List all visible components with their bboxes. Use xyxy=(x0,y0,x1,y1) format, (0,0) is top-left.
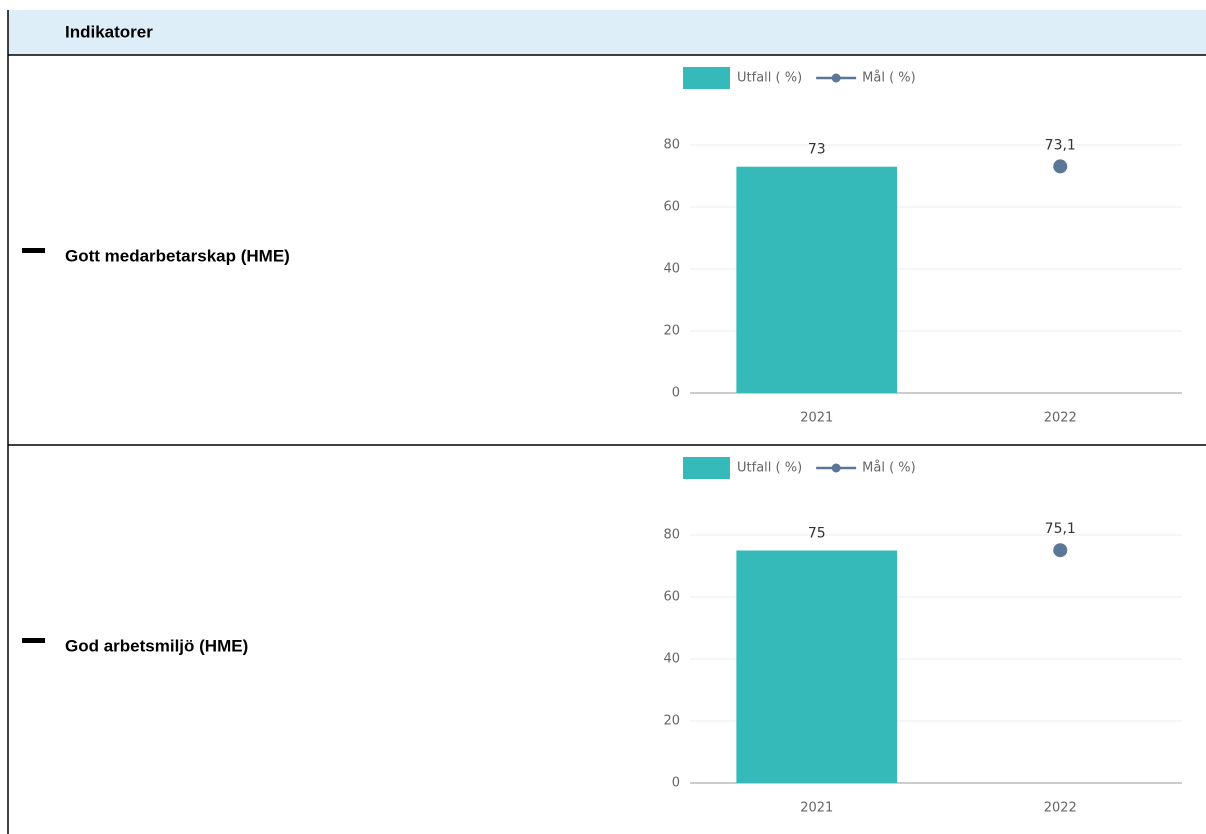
y-tick-label: 20 xyxy=(663,324,680,339)
y-tick-label: 60 xyxy=(663,200,680,215)
data-label: 73,1 xyxy=(1045,137,1076,153)
x-tick-label: 2022 xyxy=(1044,411,1077,426)
legend-label: Utfall ( %) xyxy=(737,461,802,476)
legend-label: Mål ( %) xyxy=(862,71,916,86)
bar xyxy=(736,550,898,783)
legend-swatch xyxy=(831,73,841,83)
header-title: Indikatorer xyxy=(65,22,153,41)
legend-swatch xyxy=(683,67,730,89)
legend-swatch xyxy=(683,457,730,479)
line-point xyxy=(1053,543,1068,558)
row-label: God arbetsmiljö (HME) xyxy=(65,636,248,655)
y-tick-label: 80 xyxy=(663,528,680,543)
y-tick-label: 60 xyxy=(663,590,680,605)
data-label: 75,1 xyxy=(1045,521,1076,537)
bar xyxy=(736,166,898,393)
header-band xyxy=(8,10,1206,55)
row-icon xyxy=(22,638,45,643)
y-tick-label: 40 xyxy=(663,262,680,277)
row-label: Gott medarbetarskap (HME) xyxy=(65,246,290,265)
line-point xyxy=(1053,159,1068,174)
row-icon xyxy=(22,248,45,253)
x-tick-label: 2021 xyxy=(800,801,833,816)
data-label: 75 xyxy=(808,526,826,542)
data-label: 73 xyxy=(808,142,826,158)
y-tick-label: 0 xyxy=(672,386,680,401)
y-tick-label: 40 xyxy=(663,652,680,667)
y-tick-label: 0 xyxy=(672,776,680,791)
x-tick-label: 2021 xyxy=(800,411,833,426)
y-tick-label: 20 xyxy=(663,714,680,729)
x-tick-label: 2022 xyxy=(1044,801,1077,816)
legend-label: Mål ( %) xyxy=(862,461,916,476)
legend-label: Utfall ( %) xyxy=(737,71,802,86)
legend-swatch xyxy=(831,463,841,473)
y-tick-label: 80 xyxy=(663,138,680,153)
